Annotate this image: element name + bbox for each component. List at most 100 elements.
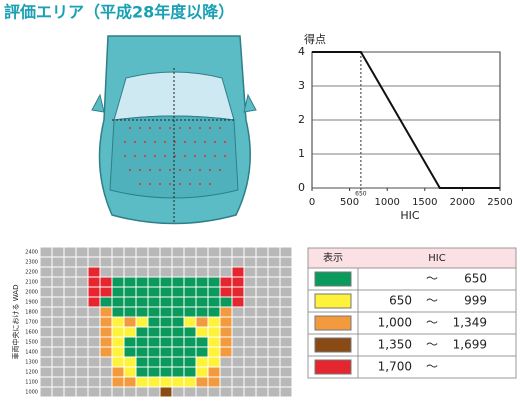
table-header-cell: HIC <box>428 253 445 264</box>
line-chart: 得点 HIC 0 1 2 3 4 0 500 1000 1500 2000 2500 650 <box>298 33 513 222</box>
heat-cell <box>195 366 209 378</box>
heat-cell <box>207 266 221 278</box>
heat-cell <box>267 336 281 348</box>
heat-cell <box>87 326 101 338</box>
heat-cell <box>231 306 245 318</box>
heat-cell <box>39 386 53 398</box>
heat-cell <box>75 376 89 388</box>
heat-cell <box>111 376 125 388</box>
heat-cell <box>231 266 245 278</box>
heat-cell <box>207 366 221 378</box>
heat-cell <box>219 306 233 318</box>
heat-cell <box>207 356 221 368</box>
range-to: 1,699 <box>453 338 487 352</box>
heat-cell <box>219 316 233 328</box>
heat-cell <box>123 346 137 358</box>
heat-cell <box>63 276 77 288</box>
heat-cell <box>99 346 113 358</box>
heat-cell <box>159 316 173 328</box>
heat-cell <box>159 286 173 298</box>
heat-cell <box>63 266 77 278</box>
heat-cell <box>111 296 125 308</box>
heat-cell <box>51 376 65 388</box>
heat-cell <box>123 296 137 308</box>
heat-cell <box>279 306 293 318</box>
heat-cell <box>147 276 161 288</box>
heat-cell <box>279 246 293 258</box>
heat-cell <box>111 306 125 318</box>
row-label: 2400 <box>25 250 38 256</box>
heat-cell <box>255 296 269 308</box>
range-from: 1,700 <box>378 360 412 374</box>
heat-cell <box>135 296 149 308</box>
heat-cell <box>51 336 65 348</box>
range-from: 1,000 <box>378 316 412 330</box>
heat-cell <box>75 296 89 308</box>
row-label: 1700 <box>25 320 38 326</box>
heat-cell <box>231 326 245 338</box>
heat-cell <box>63 376 77 388</box>
color-swatch <box>314 337 352 353</box>
y-tick-label: 3 <box>298 79 305 92</box>
row-label: 2300 <box>25 260 38 266</box>
heat-cell <box>75 266 89 278</box>
heat-cell <box>159 346 173 358</box>
heat-cell <box>111 286 125 298</box>
heat-cell <box>267 246 281 258</box>
heat-cell <box>51 286 65 298</box>
heat-cell <box>159 366 173 378</box>
heat-cell <box>183 246 197 258</box>
heat-cell <box>255 316 269 328</box>
heat-cell <box>135 286 149 298</box>
heat-cell <box>207 386 221 398</box>
table-row <box>307 355 517 379</box>
heat-cell <box>39 296 53 308</box>
heat-cell <box>51 386 65 398</box>
heat-cell <box>267 326 281 338</box>
heat-cell <box>135 366 149 378</box>
heat-cell <box>75 246 89 258</box>
heat-cell <box>255 306 269 318</box>
heat-cell <box>51 246 65 258</box>
heat-cell <box>39 316 53 328</box>
heat-cell <box>135 246 149 258</box>
heat-cell <box>111 366 125 378</box>
heat-cell <box>87 246 101 258</box>
heat-cell <box>111 276 125 288</box>
heat-cell <box>243 356 257 368</box>
heat-cell <box>99 316 113 328</box>
y-tick-label: 2 <box>298 113 305 126</box>
heat-cell <box>219 286 233 298</box>
heat-cell <box>111 256 125 268</box>
heat-cell <box>243 336 257 348</box>
range-from: 1,350 <box>378 338 412 352</box>
x-tick-label: 500 <box>340 197 359 208</box>
heat-cell <box>255 256 269 268</box>
heat-cell <box>51 266 65 278</box>
heat-cell <box>39 376 53 388</box>
heat-cell <box>207 246 221 258</box>
heat-cell <box>231 256 245 268</box>
heat-cell <box>63 246 77 258</box>
heat-cell <box>87 266 101 278</box>
heat-cell <box>279 366 293 378</box>
heat-cell <box>279 256 293 268</box>
heat-cell <box>207 346 221 358</box>
heat-cell <box>51 306 65 318</box>
heat-cell <box>87 366 101 378</box>
heat-cell <box>219 296 233 308</box>
heat-cell <box>183 386 197 398</box>
range-sep: ～ <box>426 316 438 330</box>
row-label: 2200 <box>25 270 38 276</box>
heat-cell <box>123 386 137 398</box>
heat-cell <box>183 286 197 298</box>
heat-cell <box>171 306 185 318</box>
heat-cell <box>51 296 65 308</box>
heat-cell <box>267 306 281 318</box>
heat-cell <box>195 376 209 388</box>
heat-cell <box>255 286 269 298</box>
heat-cell <box>111 246 125 258</box>
heat-cell <box>207 376 221 388</box>
heat-cell <box>123 276 137 288</box>
heat-cell <box>219 246 233 258</box>
